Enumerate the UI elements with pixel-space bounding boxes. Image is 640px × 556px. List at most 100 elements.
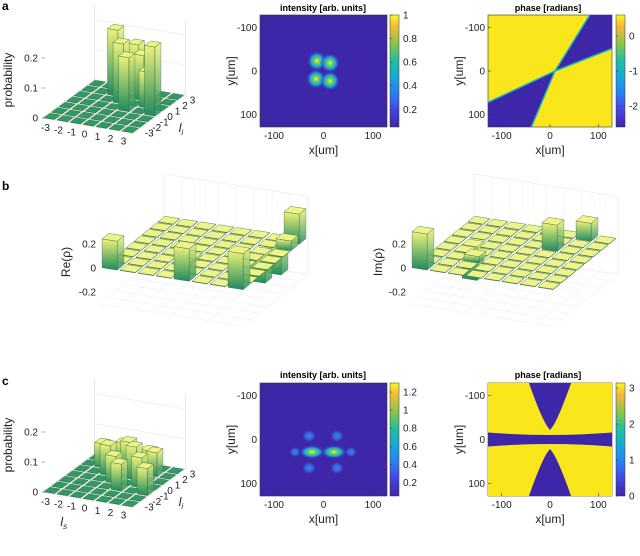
bar-top [479,241,503,250]
bar-top [135,251,159,260]
bar [159,231,183,241]
x-tick-label: 100 [365,500,382,511]
bar-top [553,268,577,277]
z-tick-label: 0.2 [24,54,38,65]
bar [429,264,453,274]
x-tick-label: 0 [321,131,327,142]
x-tick-label: -2 [54,125,63,136]
bar-face [242,247,251,291]
bar-top [465,269,489,279]
colorbar-tick-label: -2 [629,102,638,113]
bar [593,235,617,245]
x-tick-label: 100 [365,131,382,142]
bar [127,257,151,267]
bar [92,100,110,108]
bar-top [525,256,549,265]
bar-top [191,275,215,284]
x-tick-label: 0 [82,504,88,515]
bar-top [173,240,197,250]
y-tick-label: 0 [167,112,173,123]
bar [145,260,169,270]
y-tick-label: 0 [479,67,485,78]
bar-top [121,126,139,133]
bar [90,488,108,495]
bar [118,51,136,113]
y-tick-label: 100 [468,110,485,121]
density-matrix-real: 0.2 0 -0.2 Re(ρ) [59,173,309,327]
bar [551,252,575,262]
bar [191,275,215,285]
phase-region [528,383,572,430]
bar-top [227,245,251,254]
bar-top [103,490,121,497]
bar-top [551,252,575,261]
bar-top [473,263,497,272]
bar-face [541,222,558,252]
x-tick-label: 0 [547,131,553,142]
z-tick-label: 0 [90,264,96,275]
bar-top [144,40,162,48]
bar-top [71,104,89,111]
bar [95,121,113,129]
bar [195,237,219,247]
bar-top [489,250,513,259]
bar [137,267,161,277]
bar-top [119,264,143,273]
bar [533,249,557,259]
wall-grid [94,423,186,440]
y-tick-label: -1 [160,118,169,129]
bar-top [159,98,177,106]
grid-line [64,101,156,118]
bar [477,225,501,235]
bar [485,218,509,228]
z-axis-label: probability [1,418,15,473]
x-tick-label: -100 [492,131,512,142]
bar [97,108,115,116]
y-tick-label: -1 [160,492,169,503]
bar [110,110,128,118]
bar [144,40,162,117]
bar [501,275,525,285]
bar-top [487,234,511,243]
bar-face [136,466,148,496]
y-tick-label: 100 [240,479,257,490]
bar-top [127,257,151,267]
y-tick-label: 1 [175,107,181,118]
bar-top [108,124,126,131]
bar-top [86,93,104,100]
bar [227,245,251,291]
bar [51,481,69,489]
bar-top [455,260,479,269]
phase-region [488,414,612,435]
bar [545,274,569,284]
x-tick-label: 0 [82,130,88,141]
bar-face [227,251,244,290]
bar [119,264,143,274]
bar [103,116,121,123]
bar-face [575,220,592,242]
bar [481,256,505,266]
bar-face [411,231,428,271]
bar-top [129,120,147,128]
bar [507,253,531,263]
x-tick-label: 3 [121,510,127,521]
x-tick-label: 2 [108,508,114,519]
bar [108,124,126,131]
y-tick-label: 1 [175,481,181,492]
bar-top [467,216,491,225]
bar-top [205,246,229,255]
bar [541,217,565,252]
bar-top [501,275,525,284]
bar [469,231,493,241]
z-axis-label: probability [1,53,15,108]
colorbar-tick-label: 0.4 [403,81,417,92]
bar [509,269,533,278]
bar [123,113,141,120]
z-tick-label: 0 [400,264,406,275]
bar-face [154,42,162,117]
colorbar-tick-label: -1 [629,67,638,78]
bar-top [71,478,89,485]
bar [553,268,577,278]
x-tick-label: 100 [590,131,607,142]
bar [135,251,159,261]
